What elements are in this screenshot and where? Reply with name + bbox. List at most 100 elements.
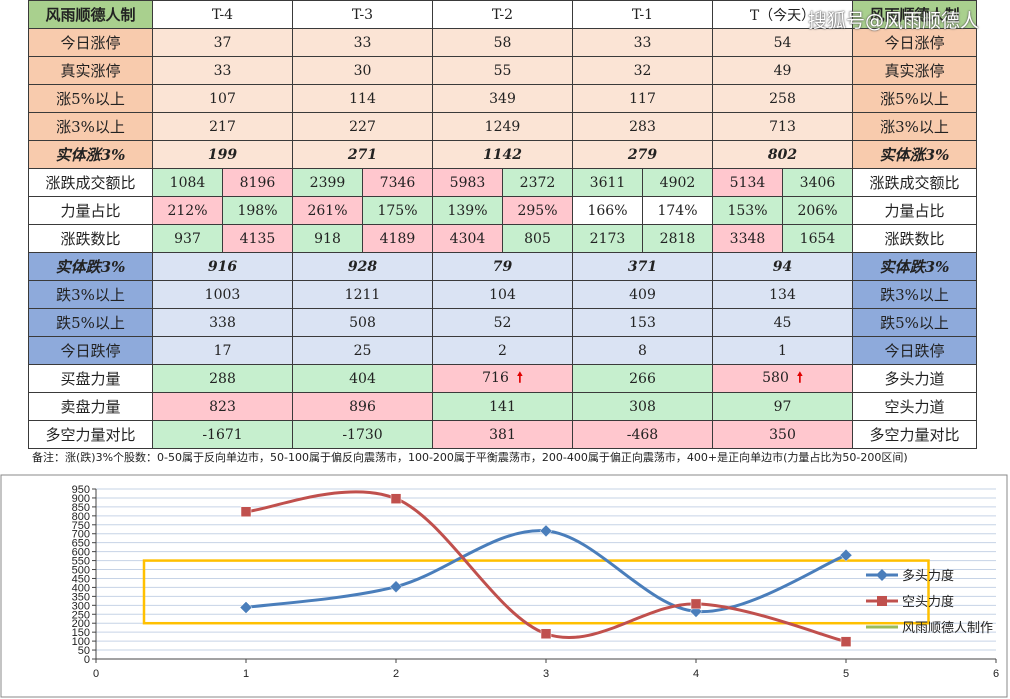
- value-cell: 94: [712, 252, 853, 281]
- value-text: 308: [629, 398, 656, 415]
- value-cell: 37: [152, 28, 293, 57]
- value-text: 97: [773, 398, 792, 415]
- row-label-right: 实体涨3%: [852, 140, 977, 169]
- table-header-row: 风雨顺德人制 T-4 T-3 T-2 T-1 T（今天） 风雨顺德人制: [28, 0, 977, 29]
- value-cell: 283: [572, 112, 713, 141]
- legend-marker: [877, 596, 887, 606]
- value-text: 1211: [344, 286, 381, 303]
- row-label: 多空力量对比: [28, 420, 153, 449]
- table-row: 涨跌数比 937 4135 918 4189 4304 805 2173 2818 3348 165…: [28, 224, 977, 253]
- row-label-right: 涨跌成交额比: [852, 168, 977, 197]
- value-text: -468: [626, 426, 659, 443]
- table-row: 涨3%以上 217 227 1249 283 713 涨3%以上: [28, 112, 977, 141]
- value-text: 52: [493, 314, 512, 331]
- value-cell: 308: [572, 392, 713, 421]
- value-text: 349: [489, 90, 516, 107]
- value-cell: 2399: [292, 168, 363, 197]
- value-text: 713: [769, 118, 796, 135]
- value-text: 217: [209, 118, 236, 135]
- value-cell: 2173: [572, 224, 643, 253]
- value-cell: 1003: [152, 280, 293, 309]
- row-label-right: 实体跌3%: [852, 252, 977, 281]
- value-cell: 288: [152, 364, 293, 393]
- value-cell: 2818: [642, 224, 713, 253]
- value-text: 279: [627, 146, 658, 163]
- data-point: [839, 548, 853, 562]
- y-tick-label: 800: [72, 511, 90, 523]
- value-text: 381: [489, 426, 516, 443]
- watermark: 搜狐号@风雨顺德人: [808, 10, 980, 32]
- value-cell: 79: [432, 252, 573, 281]
- value-text: 107: [209, 90, 236, 107]
- legend-label: 空头力度: [902, 594, 954, 610]
- data-point: [540, 628, 552, 640]
- table-row: 真实涨停 33 30 55 32 49 真实涨停: [28, 56, 977, 85]
- value-text: 1: [778, 342, 787, 359]
- y-tick-label: 950: [72, 484, 90, 496]
- value-cell: 139%: [432, 196, 503, 225]
- value-text: 283: [629, 118, 656, 135]
- value-cell: 2: [432, 336, 573, 365]
- value-text: -1730: [342, 426, 383, 443]
- table-row: 买盘力量 288 404 716 🠕 266 580 🠕 多头力道: [28, 364, 977, 393]
- header-cell: 风雨顺德人制: [852, 0, 977, 29]
- table-row: 多空力量对比 -1671 -1730 381 -468 350 多空力量对比: [28, 420, 977, 449]
- y-tick-label: 450: [72, 573, 90, 585]
- value-text: 117: [629, 90, 656, 107]
- line-chart: 0501001502002503003504004505005506006507…: [0, 474, 1008, 698]
- value-cell: 212%: [152, 196, 223, 225]
- value-cell: 5983: [432, 168, 503, 197]
- row-label: 涨5%以上: [28, 84, 153, 113]
- table-row: 今日跌停 17 25 2 8 1 今日跌停: [28, 336, 977, 365]
- value-cell: 350: [712, 420, 853, 449]
- value-cell: 295%: [502, 196, 573, 225]
- value-cell: 805: [502, 224, 573, 253]
- stats-table: 风雨顺德人制 T-4 T-3 T-2 T-1 T（今天） 风雨顺德人制 今日涨停 37 33 58 3…: [28, 0, 977, 449]
- value-cell: 153%: [712, 196, 783, 225]
- value-text: 266: [629, 370, 656, 387]
- y-tick-label: 600: [72, 547, 90, 559]
- row-label-right: 空头力道: [852, 392, 977, 421]
- value-cell: 45: [712, 308, 853, 337]
- y-tick-label: 400: [72, 582, 90, 594]
- value-cell: 33: [152, 56, 293, 85]
- value-cell: 117: [572, 84, 713, 113]
- table-row: 涨跌成交额比 1084 8196 2399 7346 5983 2372 3611 4902 51…: [28, 168, 977, 197]
- value-text: 371: [627, 258, 658, 275]
- x-tick-label: 4: [693, 668, 699, 680]
- value-text: 17: [213, 342, 232, 359]
- data-point: [240, 506, 252, 517]
- value-cell: 104: [432, 280, 573, 309]
- x-tick-label: 5: [843, 668, 849, 680]
- value-text: 350: [769, 426, 796, 443]
- value-text: 409: [629, 286, 656, 303]
- value-cell: 716 🠕: [432, 364, 573, 393]
- row-label: 涨3%以上: [28, 112, 153, 141]
- value-cell: 206%: [782, 196, 853, 225]
- value-cell: 937: [152, 224, 223, 253]
- y-tick-label: 850: [72, 502, 90, 514]
- data-point: [390, 493, 402, 504]
- value-cell: 3348: [712, 224, 783, 253]
- row-label-right: 真实涨停: [852, 56, 977, 85]
- value-text: 896: [349, 398, 376, 415]
- legend-marker: [876, 569, 888, 581]
- value-text: 1249: [484, 118, 521, 135]
- value-cell: 916: [152, 252, 293, 281]
- value-cell: 580 🠕: [712, 364, 853, 393]
- value-cell: 1084: [152, 168, 223, 197]
- value-cell: 166%: [572, 196, 643, 225]
- header-cell: T-1: [572, 0, 713, 29]
- value-cell: 409: [572, 280, 713, 309]
- row-label-right: 今日涨停: [852, 28, 977, 57]
- value-cell: 17: [152, 336, 293, 365]
- value-text: 141: [489, 398, 516, 415]
- row-label: 跌3%以上: [28, 280, 153, 309]
- value-cell: 58: [432, 28, 573, 57]
- row-label-right: 涨5%以上: [852, 84, 977, 113]
- value-text: 823: [209, 398, 236, 415]
- y-tick-label: 0: [84, 654, 90, 666]
- data-point: [389, 580, 403, 594]
- data-point: [239, 601, 253, 614]
- value-cell: 227: [292, 112, 433, 141]
